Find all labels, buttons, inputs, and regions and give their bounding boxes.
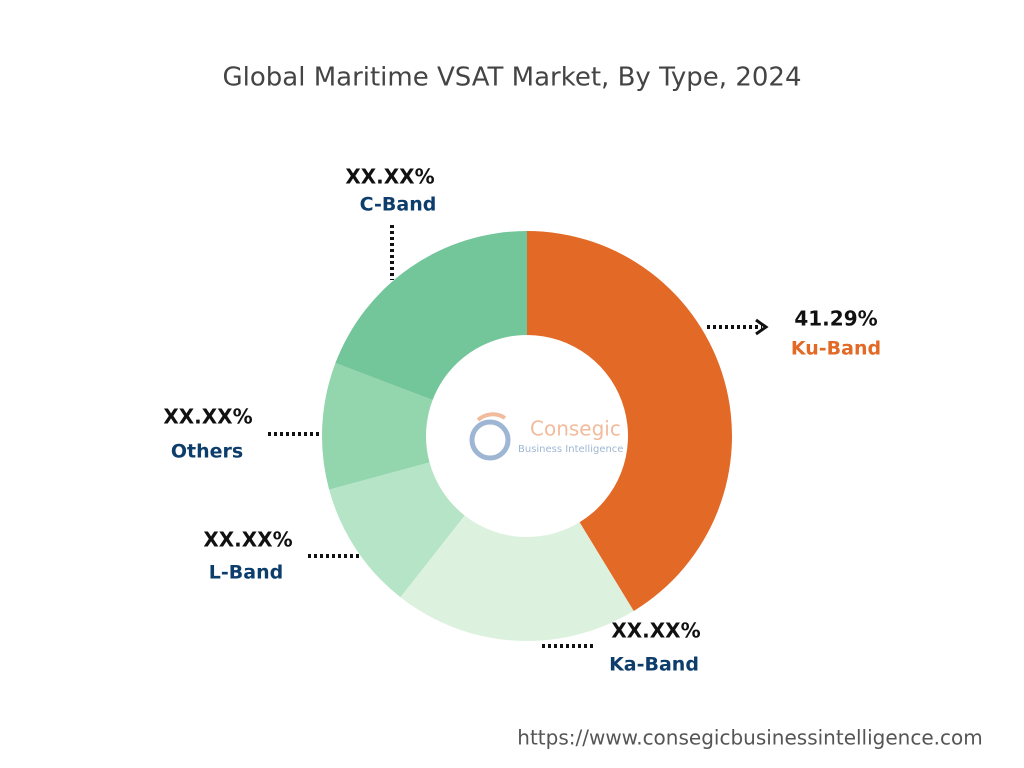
- category-label: Others: [171, 441, 243, 463]
- watermark-name: Consegic: [530, 417, 621, 441]
- donut-slice: [527, 231, 732, 612]
- category-label: Ku-Band: [791, 338, 881, 360]
- leader-arrow: [755, 318, 769, 336]
- donut-slice: [335, 230, 527, 401]
- donut-slice: [321, 363, 433, 490]
- value-label: XX.XX%: [163, 405, 252, 429]
- watermark-logo-accent: [476, 412, 507, 422]
- category-label: Ka-Band: [609, 654, 699, 676]
- source-url: https://www.consegicbusinessintelligence…: [517, 726, 982, 750]
- value-label: XX.XX%: [203, 528, 292, 552]
- watermark: Consegic Business Intelligence: [469, 412, 623, 461]
- donut-slice: [400, 515, 634, 641]
- value-label: XX.XX%: [611, 619, 700, 643]
- value-label: XX.XX%: [345, 165, 434, 189]
- value-label: 41.29%: [794, 307, 877, 331]
- category-label: L-Band: [209, 562, 283, 584]
- donut-slice: [329, 462, 465, 598]
- category-label: C-Band: [360, 194, 437, 216]
- chart-title: Global Maritime VSAT Market, By Type, 20…: [223, 63, 802, 93]
- watermark-tagline: Business Intelligence: [518, 444, 623, 455]
- watermark-logo: [469, 419, 511, 461]
